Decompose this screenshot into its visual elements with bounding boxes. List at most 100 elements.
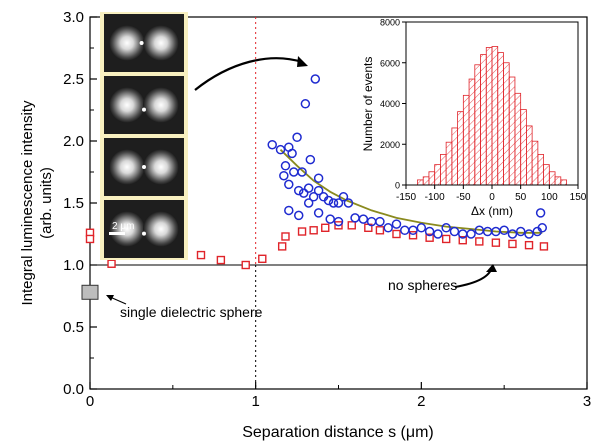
inset-x-axis-label: Δx (nm) [471, 204, 513, 218]
circle-point [375, 216, 385, 227]
inset-histogram-bars [417, 46, 567, 186]
inset-y-axis-label: Number of events [361, 57, 375, 152]
inset-axis-ticks [402, 21, 579, 189]
circle-point [303, 198, 314, 208]
histogram-bar [468, 78, 476, 186]
circle-point [293, 185, 304, 196]
circle-point [338, 192, 349, 202]
histogram-bar [497, 52, 504, 186]
circle-point [416, 223, 427, 233]
histogram-bar [480, 54, 487, 186]
single-sphere-arrow [109, 296, 127, 305]
circle-point [333, 198, 344, 208]
single-sphere-marker [81, 284, 99, 300]
histogram-bar [474, 64, 481, 186]
circle-point [284, 205, 294, 216]
histogram-bar [491, 46, 499, 186]
circle-point [280, 161, 291, 171]
circle-point [433, 229, 443, 239]
emitter-spot [142, 165, 146, 169]
histogram-bar [451, 127, 459, 186]
circle-point [298, 188, 309, 198]
histogram-bar [417, 179, 424, 186]
circle-point [333, 216, 344, 227]
circle-point [284, 179, 294, 190]
square-point [258, 254, 267, 264]
scale-bar [109, 232, 125, 235]
circle-point [313, 173, 324, 183]
inset-x-tick-label: 50 [515, 192, 527, 203]
square-point [458, 235, 467, 245]
x-tick-label: 1 [251, 393, 259, 410]
sphere-right [143, 87, 179, 123]
emitter-spot [142, 231, 146, 236]
circle-point [408, 225, 418, 236]
inset-x-tick-label: -50 [456, 192, 471, 203]
square-point [196, 250, 206, 260]
x-tick-label: 3 [583, 393, 591, 410]
circle-point [305, 154, 316, 165]
histogram-bar [543, 164, 550, 186]
histogram-bar [462, 94, 470, 186]
circle-point [507, 229, 518, 239]
circle-point [383, 223, 393, 233]
circle-point [537, 223, 548, 233]
fit-curve [279, 149, 543, 234]
square-point [297, 227, 307, 236]
histogram-bar [554, 176, 562, 186]
inset-y-tick-label: 8000 [380, 18, 400, 28]
emitter-spot [139, 41, 144, 45]
main-tick-labels: 0 1 2 3 0.0 0.5 1.0 1.5 2.0 2.5 3.0 [63, 9, 591, 410]
single-sphere-annotation: single dielectric sphere [120, 304, 263, 320]
histogram-bar [434, 164, 441, 186]
square-point [107, 259, 116, 268]
square-point [539, 242, 549, 251]
emitter-spot [142, 107, 146, 112]
circle-point [300, 99, 311, 109]
x-axis-label: Separation distance s (μm) [242, 424, 434, 441]
no-spheres-arrow [454, 266, 493, 288]
circle-point [441, 223, 451, 233]
square-point [524, 240, 534, 250]
circle-series [267, 74, 548, 239]
histogram-bar [445, 141, 453, 186]
histogram-bar [526, 125, 533, 186]
y-tick-label: 1.5 [63, 195, 84, 212]
inset-x-tick-label: 0 [489, 192, 495, 203]
circle-point [325, 214, 335, 224]
square-point [408, 231, 418, 240]
inset-x-tick-label: -100 [425, 192, 445, 203]
circle-point [391, 219, 402, 229]
image-pointer-arrow [194, 57, 303, 91]
sphere-left [109, 87, 145, 123]
histogram-bar [560, 179, 567, 186]
image-pointer-arrowhead [297, 56, 308, 67]
y-tick-label: 1.0 [63, 257, 84, 274]
y-tick-label: 0.5 [63, 319, 84, 336]
square-point [441, 234, 451, 244]
circle-point [350, 213, 360, 223]
histogram-bar [422, 176, 430, 186]
y-tick-label: 0.0 [63, 381, 84, 398]
circle-point [449, 226, 460, 237]
sphere-left [109, 149, 145, 185]
circle-point [267, 139, 277, 150]
square-point [321, 223, 330, 233]
square-point [425, 233, 434, 242]
circle-point [279, 170, 289, 181]
y-axis-label: Integral luminescence intensity [19, 100, 36, 306]
square-point [277, 242, 287, 251]
square-point [216, 255, 226, 265]
square-point [281, 232, 290, 241]
circle-point [323, 195, 334, 206]
circle-point [287, 148, 297, 159]
no-spheres-arrowhead [486, 264, 497, 272]
circle-point [358, 214, 369, 224]
circle-point [424, 226, 435, 237]
histogram-bar [508, 76, 516, 186]
histogram-bar [548, 171, 556, 186]
circle-point [275, 144, 286, 155]
y-tick-label: 2.5 [63, 71, 84, 88]
circle-point [292, 132, 302, 143]
circle-point [313, 185, 324, 196]
